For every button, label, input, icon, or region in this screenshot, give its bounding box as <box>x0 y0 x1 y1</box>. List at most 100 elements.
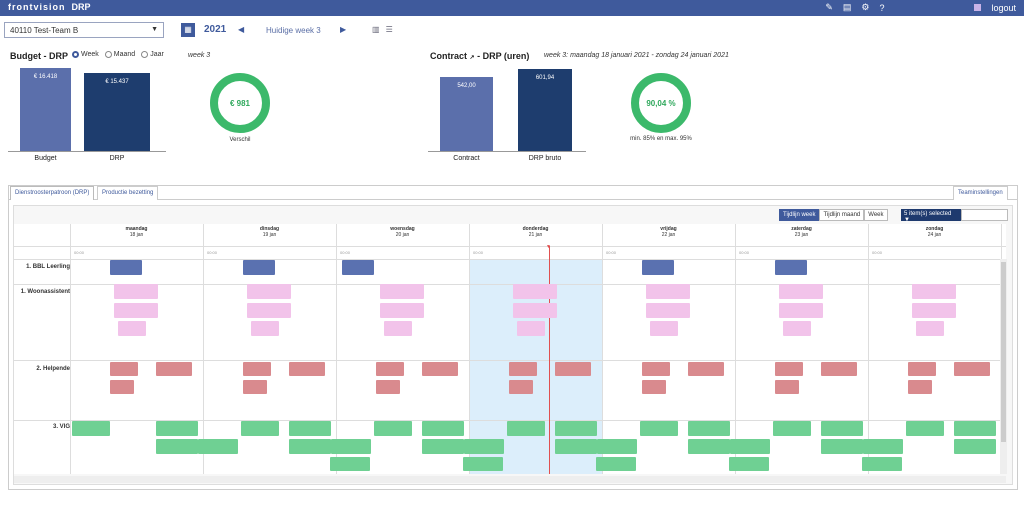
shift-block[interactable] <box>156 362 192 376</box>
shift-block[interactable] <box>374 421 412 436</box>
calendar-button[interactable]: ▦ <box>181 23 195 37</box>
shift-block[interactable] <box>642 380 666 394</box>
shift-block[interactable] <box>779 284 823 299</box>
shift-block[interactable] <box>783 321 811 336</box>
shift-block[interactable] <box>821 421 863 436</box>
gear-icon[interactable]: ⚙ <box>861 2 870 12</box>
shift-block[interactable] <box>330 457 370 471</box>
shift-block[interactable] <box>916 321 944 336</box>
shift-block[interactable] <box>464 439 504 454</box>
shift-block[interactable] <box>730 439 770 454</box>
shift-block[interactable] <box>650 321 678 336</box>
radio-year[interactable]: Jaar <box>141 51 164 58</box>
shift-block[interactable] <box>912 303 956 318</box>
shift-block[interactable] <box>640 421 678 436</box>
shift-block[interactable] <box>555 362 591 376</box>
shift-block[interactable] <box>380 303 424 318</box>
shift-block[interactable] <box>422 362 458 376</box>
shift-block[interactable] <box>908 380 932 394</box>
horizontal-scrollbar[interactable] <box>14 476 1006 483</box>
shift-block[interactable] <box>688 421 730 436</box>
shift-block[interactable] <box>289 439 331 454</box>
timeline-month-button[interactable]: Tijdlijn maand <box>819 209 865 221</box>
shift-block[interactable] <box>954 421 996 436</box>
tab-drp[interactable]: Dienstroosterpatroon (DRP) <box>10 186 95 200</box>
shift-block[interactable] <box>114 284 158 299</box>
user-avatar-icon[interactable] <box>974 4 982 11</box>
current-week-link[interactable]: Huidige week 3 <box>266 26 321 35</box>
tab-production[interactable]: Productie bezetting <box>97 186 159 200</box>
shift-block[interactable] <box>908 362 936 376</box>
shift-block[interactable] <box>507 421 545 436</box>
chart-view-icon[interactable]: ▥ <box>372 25 380 34</box>
shift-block[interactable] <box>597 439 637 454</box>
shift-block[interactable] <box>247 284 291 299</box>
edit-icon[interactable]: ✎ <box>825 2 833 12</box>
shift-block[interactable] <box>863 439 903 454</box>
shift-block[interactable] <box>243 362 271 376</box>
shift-block[interactable] <box>729 457 769 471</box>
shift-block[interactable] <box>422 439 464 454</box>
shift-block[interactable] <box>509 380 533 394</box>
shift-block[interactable] <box>289 421 331 436</box>
shift-block[interactable] <box>773 421 811 436</box>
shift-block[interactable] <box>517 321 545 336</box>
shift-block[interactable] <box>646 284 690 299</box>
team-settings-button[interactable]: Teaminstellingen <box>953 186 1008 200</box>
shift-block[interactable] <box>688 362 724 376</box>
shift-block[interactable] <box>156 439 198 454</box>
vertical-scrollbar[interactable] <box>1000 259 1007 474</box>
shift-block[interactable] <box>110 380 134 394</box>
shift-block[interactable] <box>912 284 956 299</box>
shift-block[interactable] <box>331 439 371 454</box>
shift-block[interactable] <box>243 260 275 275</box>
shift-block[interactable] <box>72 421 110 436</box>
shift-block[interactable] <box>642 362 670 376</box>
items-select[interactable]: 5 item(s) selected ▼ <box>901 209 961 223</box>
shift-block[interactable] <box>380 284 424 299</box>
team-select[interactable]: 40110 Test-Team B ▼ <box>4 22 164 38</box>
shift-block[interactable] <box>555 421 597 436</box>
shift-block[interactable] <box>463 457 503 471</box>
shift-block[interactable] <box>596 457 636 471</box>
week-button[interactable]: Week <box>864 209 888 221</box>
save-icon[interactable]: ▤ <box>842 2 852 12</box>
logout-link[interactable]: logout <box>991 2 1016 13</box>
shift-block[interactable] <box>384 321 412 336</box>
shift-block[interactable] <box>555 439 597 454</box>
prev-week-button[interactable]: ◀ <box>238 25 245 34</box>
shift-block[interactable] <box>954 362 990 376</box>
shift-block[interactable] <box>646 303 690 318</box>
help-icon[interactable]: ? <box>879 2 885 13</box>
shift-block[interactable] <box>376 362 404 376</box>
next-week-button[interactable]: ▶ <box>340 25 347 34</box>
shift-block[interactable] <box>821 362 857 376</box>
shift-block[interactable] <box>247 303 291 318</box>
shift-block[interactable] <box>509 362 537 376</box>
shift-block[interactable] <box>513 284 557 299</box>
shift-block[interactable] <box>110 362 138 376</box>
shift-block[interactable] <box>906 421 944 436</box>
shift-block[interactable] <box>198 439 238 454</box>
list-view-icon[interactable]: ☰ <box>385 25 393 34</box>
shift-block[interactable] <box>862 457 902 471</box>
shift-block[interactable] <box>114 303 158 318</box>
shift-block[interactable] <box>342 260 374 275</box>
radio-week[interactable]: Week <box>72 51 99 58</box>
shift-block[interactable] <box>775 260 807 275</box>
radio-month[interactable]: Maand <box>104 51 135 58</box>
shift-block[interactable] <box>775 380 799 394</box>
shift-block[interactable] <box>513 303 557 318</box>
shift-block[interactable] <box>251 321 279 336</box>
shift-block[interactable] <box>110 260 142 275</box>
shift-block[interactable] <box>642 260 674 275</box>
shift-block[interactable] <box>821 439 863 454</box>
shift-block[interactable] <box>376 380 400 394</box>
shift-block[interactable] <box>241 421 279 436</box>
shift-block[interactable] <box>289 362 325 376</box>
timeline-week-button[interactable]: Tijdlijn week <box>779 209 820 221</box>
shift-block[interactable] <box>243 380 267 394</box>
shift-block[interactable] <box>118 321 146 336</box>
shift-block[interactable] <box>422 421 464 436</box>
shift-block[interactable] <box>779 303 823 318</box>
